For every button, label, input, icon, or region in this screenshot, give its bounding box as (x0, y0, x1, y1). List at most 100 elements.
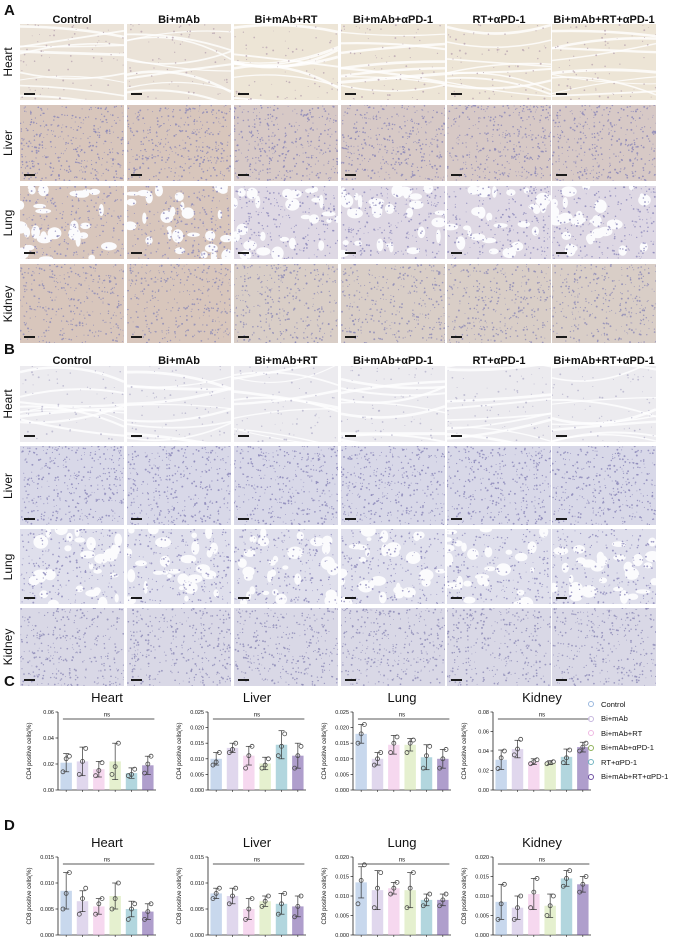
scale-bar (24, 93, 35, 95)
legend-label: Bi+mAb+RT+αPD-1 (601, 772, 668, 781)
micrograph-liver (447, 446, 551, 525)
y-axis-label: CD8 positive cells(%) (27, 867, 33, 924)
data-point (502, 749, 506, 753)
y-tick-label: 0.020 (335, 855, 349, 861)
row-label-lung: Lung (1, 537, 15, 597)
row-label-heart: Heart (1, 374, 15, 434)
scale-bar (556, 518, 567, 520)
micrograph-kidney (447, 608, 551, 686)
scale-bar (131, 679, 142, 681)
scale-bar (556, 93, 567, 95)
scale-bar (451, 679, 462, 681)
y-tick-label: 0.06 (43, 710, 54, 716)
significance-label: ns (539, 713, 545, 719)
micrograph-heart (552, 24, 656, 100)
scale-bar (131, 252, 142, 254)
legend-item: Bi+mAb+RT+αPD-1 (588, 770, 668, 785)
scale-bar (345, 174, 356, 176)
y-tick-label: 0.010 (475, 894, 489, 900)
scale-bar (556, 435, 567, 437)
scale-bar (345, 93, 356, 95)
legend-marker-icon (588, 745, 594, 751)
scale-bar (131, 93, 142, 95)
micrograph-liver (234, 446, 338, 525)
scale-bar (24, 597, 35, 599)
scale-bar (345, 597, 356, 599)
micrograph-kidney (20, 264, 124, 343)
y-axis-label: CD4 positive cells(%) (27, 722, 33, 779)
bar (404, 745, 415, 790)
micrograph-lung (341, 186, 445, 259)
scale-bar (451, 252, 462, 254)
micrograph-kidney (234, 608, 338, 686)
scale-bar (131, 435, 142, 437)
micrograph-kidney (341, 264, 445, 343)
y-tick-label: 0.000 (335, 933, 349, 939)
scale-bar (131, 518, 142, 520)
y-tick-label: 0.000 (190, 933, 204, 939)
bar (577, 747, 588, 790)
micrograph-lung (234, 529, 338, 604)
micrograph-lung (127, 529, 231, 604)
y-tick-label: 0.025 (335, 710, 349, 716)
scale-bar (238, 679, 249, 681)
legend-label: Bi+mAb+αPD-1 (601, 743, 654, 752)
micrograph-liver (127, 446, 231, 525)
micrograph-heart (234, 366, 338, 442)
y-tick-label: 0.005 (475, 914, 489, 920)
scale-bar (24, 435, 35, 437)
data-point (133, 767, 137, 771)
scale-bar (238, 93, 249, 95)
y-tick-label: 0.015 (190, 855, 204, 861)
significance-label: ns (399, 858, 405, 864)
micrograph-liver (552, 446, 656, 525)
scale-bar (238, 518, 249, 520)
scale-bar (451, 336, 462, 338)
micrograph-heart (127, 24, 231, 100)
data-point (100, 761, 104, 765)
y-tick-label: 0.02 (43, 762, 54, 768)
bar (544, 763, 555, 790)
micrograph-heart (127, 366, 231, 442)
micrograph-kidney (20, 608, 124, 686)
significance-label: ns (539, 858, 545, 864)
micrograph-lung (552, 186, 656, 259)
chart-title: Kidney (522, 690, 562, 705)
y-tick-label: 0.005 (335, 914, 349, 920)
significance-label: ns (254, 713, 260, 719)
micrograph-kidney (234, 264, 338, 343)
micrograph-lung (552, 529, 656, 604)
y-tick-label: 0.000 (190, 788, 204, 794)
micrograph-kidney (127, 264, 231, 343)
y-tick-label: 0.020 (335, 726, 349, 732)
bar (210, 893, 221, 935)
data-point (266, 757, 270, 761)
row-label-kidney: Kidney (1, 617, 15, 677)
y-axis-label: CD8 positive cells(%) (322, 867, 328, 924)
legend-marker-icon (588, 730, 594, 736)
legend-label: Bi+mAb+RT (601, 729, 642, 738)
micrograph-heart (20, 24, 124, 100)
legend-label: Control (601, 700, 625, 709)
legend-item: Bi+mAb+RT (588, 726, 668, 741)
y-tick-label: 0.015 (475, 875, 489, 881)
bar (561, 878, 572, 935)
data-point (428, 744, 432, 748)
legend-marker-icon (588, 774, 594, 780)
data-point (568, 748, 572, 752)
legend-label: RT+αPD-1 (601, 758, 637, 767)
micrograph-heart (341, 366, 445, 442)
y-axis-label: CD8 positive cells(%) (177, 867, 183, 924)
scale-bar (345, 336, 356, 338)
y-tick-label: 0.000 (335, 788, 349, 794)
micrograph-lung (20, 529, 124, 604)
micrograph-liver (341, 446, 445, 525)
micrograph-lung (127, 186, 231, 259)
y-axis-label: CD8 positive cells(%) (462, 867, 468, 924)
y-tick-label: 0.005 (190, 907, 204, 913)
micrograph-lung (20, 186, 124, 259)
y-tick-label: 0.005 (190, 772, 204, 778)
y-tick-label: 0.04 (478, 749, 489, 755)
